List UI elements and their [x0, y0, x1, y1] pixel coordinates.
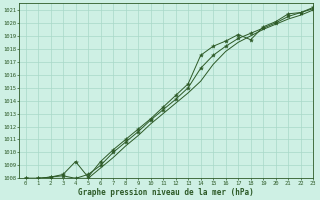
X-axis label: Graphe pression niveau de la mer (hPa): Graphe pression niveau de la mer (hPa): [78, 188, 254, 197]
